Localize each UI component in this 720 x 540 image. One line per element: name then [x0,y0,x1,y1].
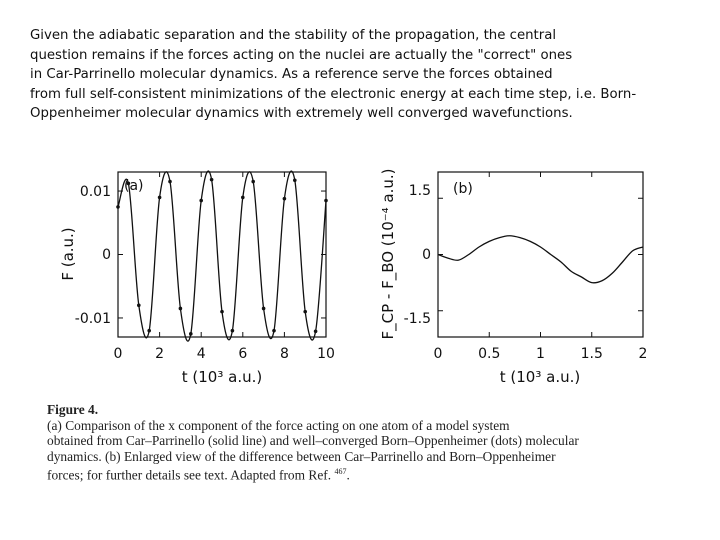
caption-text: forces; for further details see text. Ad… [47,467,332,483]
force-difference-line [437,235,644,284]
panel-a-x-tick: 10 [317,346,335,362]
panel-a-y-tick: 0.01 [80,184,111,200]
caption-ref: 467 [334,467,347,476]
intro-line: Given the adiabatic separation and the s… [30,28,557,43]
panel-b-label: (b) [453,181,473,197]
panel-a-x-tick: 0 [114,346,123,362]
panel-b-x-tick: 2 [639,346,648,362]
intro-line: from full self-consistent minimizations … [30,86,637,102]
caption-lead: Figure 4. [47,402,99,417]
bo-force-dot [126,181,131,186]
caption-text: (a) Comparison of the x component of the… [47,417,510,433]
bo-force-dot [230,328,235,333]
caption-line: dynamics. (b) Enlarged view of the diffe… [47,448,556,464]
bo-force-dot [261,306,266,311]
panel-a-x-tick: 4 [197,346,206,362]
bo-force-dot [272,328,276,333]
bo-force-dot [293,178,297,183]
panel-b-x-tick: 1 [536,346,545,362]
bo-force-dot [303,309,308,314]
caption-line: Figure 4. (a) Comparison of the x compon… [47,402,687,433]
panel-a-x-tick: 6 [238,346,247,362]
bo-force-dot [324,198,328,203]
figure-caption: Figure 4. (a) Comparison of the x compon… [47,402,687,483]
panel-b-x-tick: 0.5 [478,346,500,362]
panel-b-x-tick: 1.5 [581,346,603,362]
panel-b-y-axis-label: F_CP - F_BO (10⁻⁴ a.u.) [379,168,398,339]
panel-b-y-tick: 1.5 [409,183,431,199]
intro-paragraph: Given the adiabatic separation and the s… [30,26,690,124]
panel-a-y-tick: 0 [102,247,111,263]
panel-b-chart: (b) 0 0.5 1 1.5 2 1.5 0 -1.5 t (10³ a.u.… [379,168,647,386]
bo-force-dot [116,205,120,209]
panel-a-chart: (a) 0 2 4 6 8 10 0.01 0 -0.01 t (10³ a.u… [59,170,335,386]
intro-line: Oppenheimer molecular dynamics with extr… [30,106,573,121]
bo-force-dot [251,179,255,184]
caption-line: forces; for further details see text. Ad… [47,467,350,483]
bo-force-dot [199,198,203,203]
intro-line: question remains if the forces acting on… [30,47,573,63]
bo-force-dot [313,329,318,334]
panel-a-x-axis-label: t (10³ a.u.) [182,368,262,386]
panel-a-y-axis-label: F (a.u.) [59,227,77,280]
bo-force-dot [178,306,183,311]
cp-force-line [117,170,327,342]
bo-force-dot [147,328,151,333]
caption-line: obtained from Car–Parrinello (solid line… [47,433,579,448]
panel-a-x-tick: 2 [155,346,164,362]
panel-a-y-tick: -0.01 [75,311,111,327]
panel-b-x-tick: 0 [434,346,443,362]
intro-line: in Car-Parrinello molecular dynamics. As… [30,67,553,82]
bo-force-dot [282,196,287,201]
panel-b-y-tick: -1.5 [404,311,431,327]
bo-force-dot [137,303,141,308]
bo-force-dot [157,195,162,200]
bo-force-dot [220,309,224,314]
bo-force-dot [241,195,245,200]
panel-b-y-tick: 0 [422,247,431,263]
panel-b-x-axis-label: t (10³ a.u.) [500,368,580,386]
bo-force-dot [189,332,193,336]
bo-force-dot [209,177,214,182]
bo-force-dot [168,179,172,184]
panel-a-x-tick: 8 [280,346,289,362]
